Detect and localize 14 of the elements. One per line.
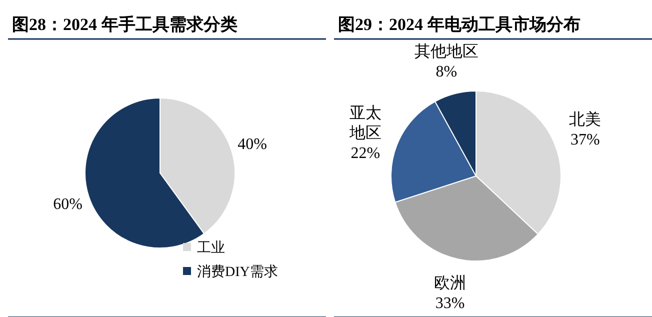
chart-title: 图29：2024 年电动工具市场分布 xyxy=(338,15,580,34)
chart-title: 图28：2024 年手工具需求分类 xyxy=(12,15,238,34)
slice-label: 其他地区 xyxy=(414,42,478,61)
data-label: 22% xyxy=(350,145,380,162)
data-label: 33% xyxy=(435,295,465,312)
slice-label: 亚太地区 xyxy=(348,104,382,142)
data-label: 8% xyxy=(436,64,458,81)
data-label: 37% xyxy=(570,132,600,149)
slice-label: 北美 xyxy=(569,110,602,129)
data-label: 40% xyxy=(238,136,267,154)
data-label: 60% xyxy=(53,196,82,213)
slice-label: 欧洲 xyxy=(434,274,466,292)
legend-label: 消费DIY需求 xyxy=(197,264,278,280)
legend-label: 工业 xyxy=(197,240,225,256)
